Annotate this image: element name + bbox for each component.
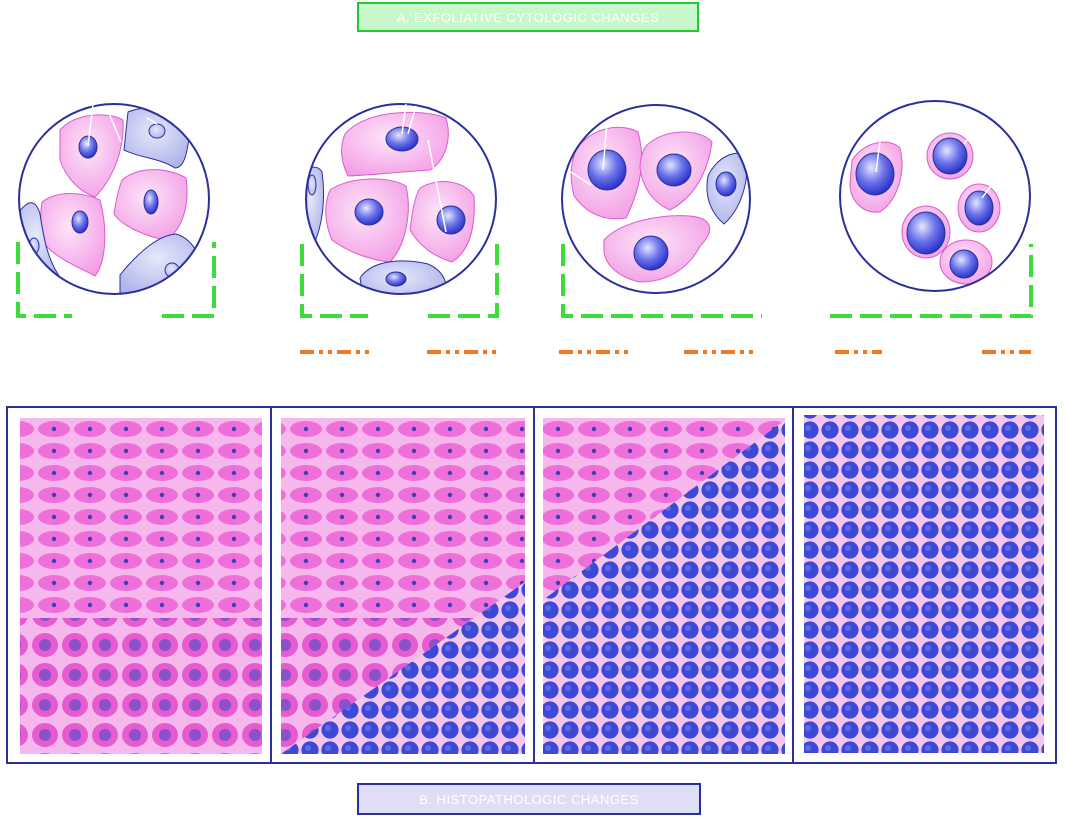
green-brackets — [16, 242, 1033, 318]
cytology-field-1 — [18, 103, 210, 295]
panel-b-title: B. HISTOPATHOLOGIC CHANGES — [357, 783, 701, 815]
tissue-panel-severe — [804, 415, 1044, 753]
tissue-panel-normal — [20, 418, 262, 754]
cytology-field-4 — [839, 100, 1031, 292]
tissue-panels — [6, 406, 1057, 764]
cytology-field-2 — [305, 103, 497, 295]
tissue-panel-moderate — [543, 418, 785, 754]
panel-a-title: A. EXFOLIATIVE CYTOLOGIC CHANGES — [357, 2, 699, 32]
cytology-field-3 — [561, 104, 751, 294]
tissue-panel-mild — [281, 418, 525, 754]
